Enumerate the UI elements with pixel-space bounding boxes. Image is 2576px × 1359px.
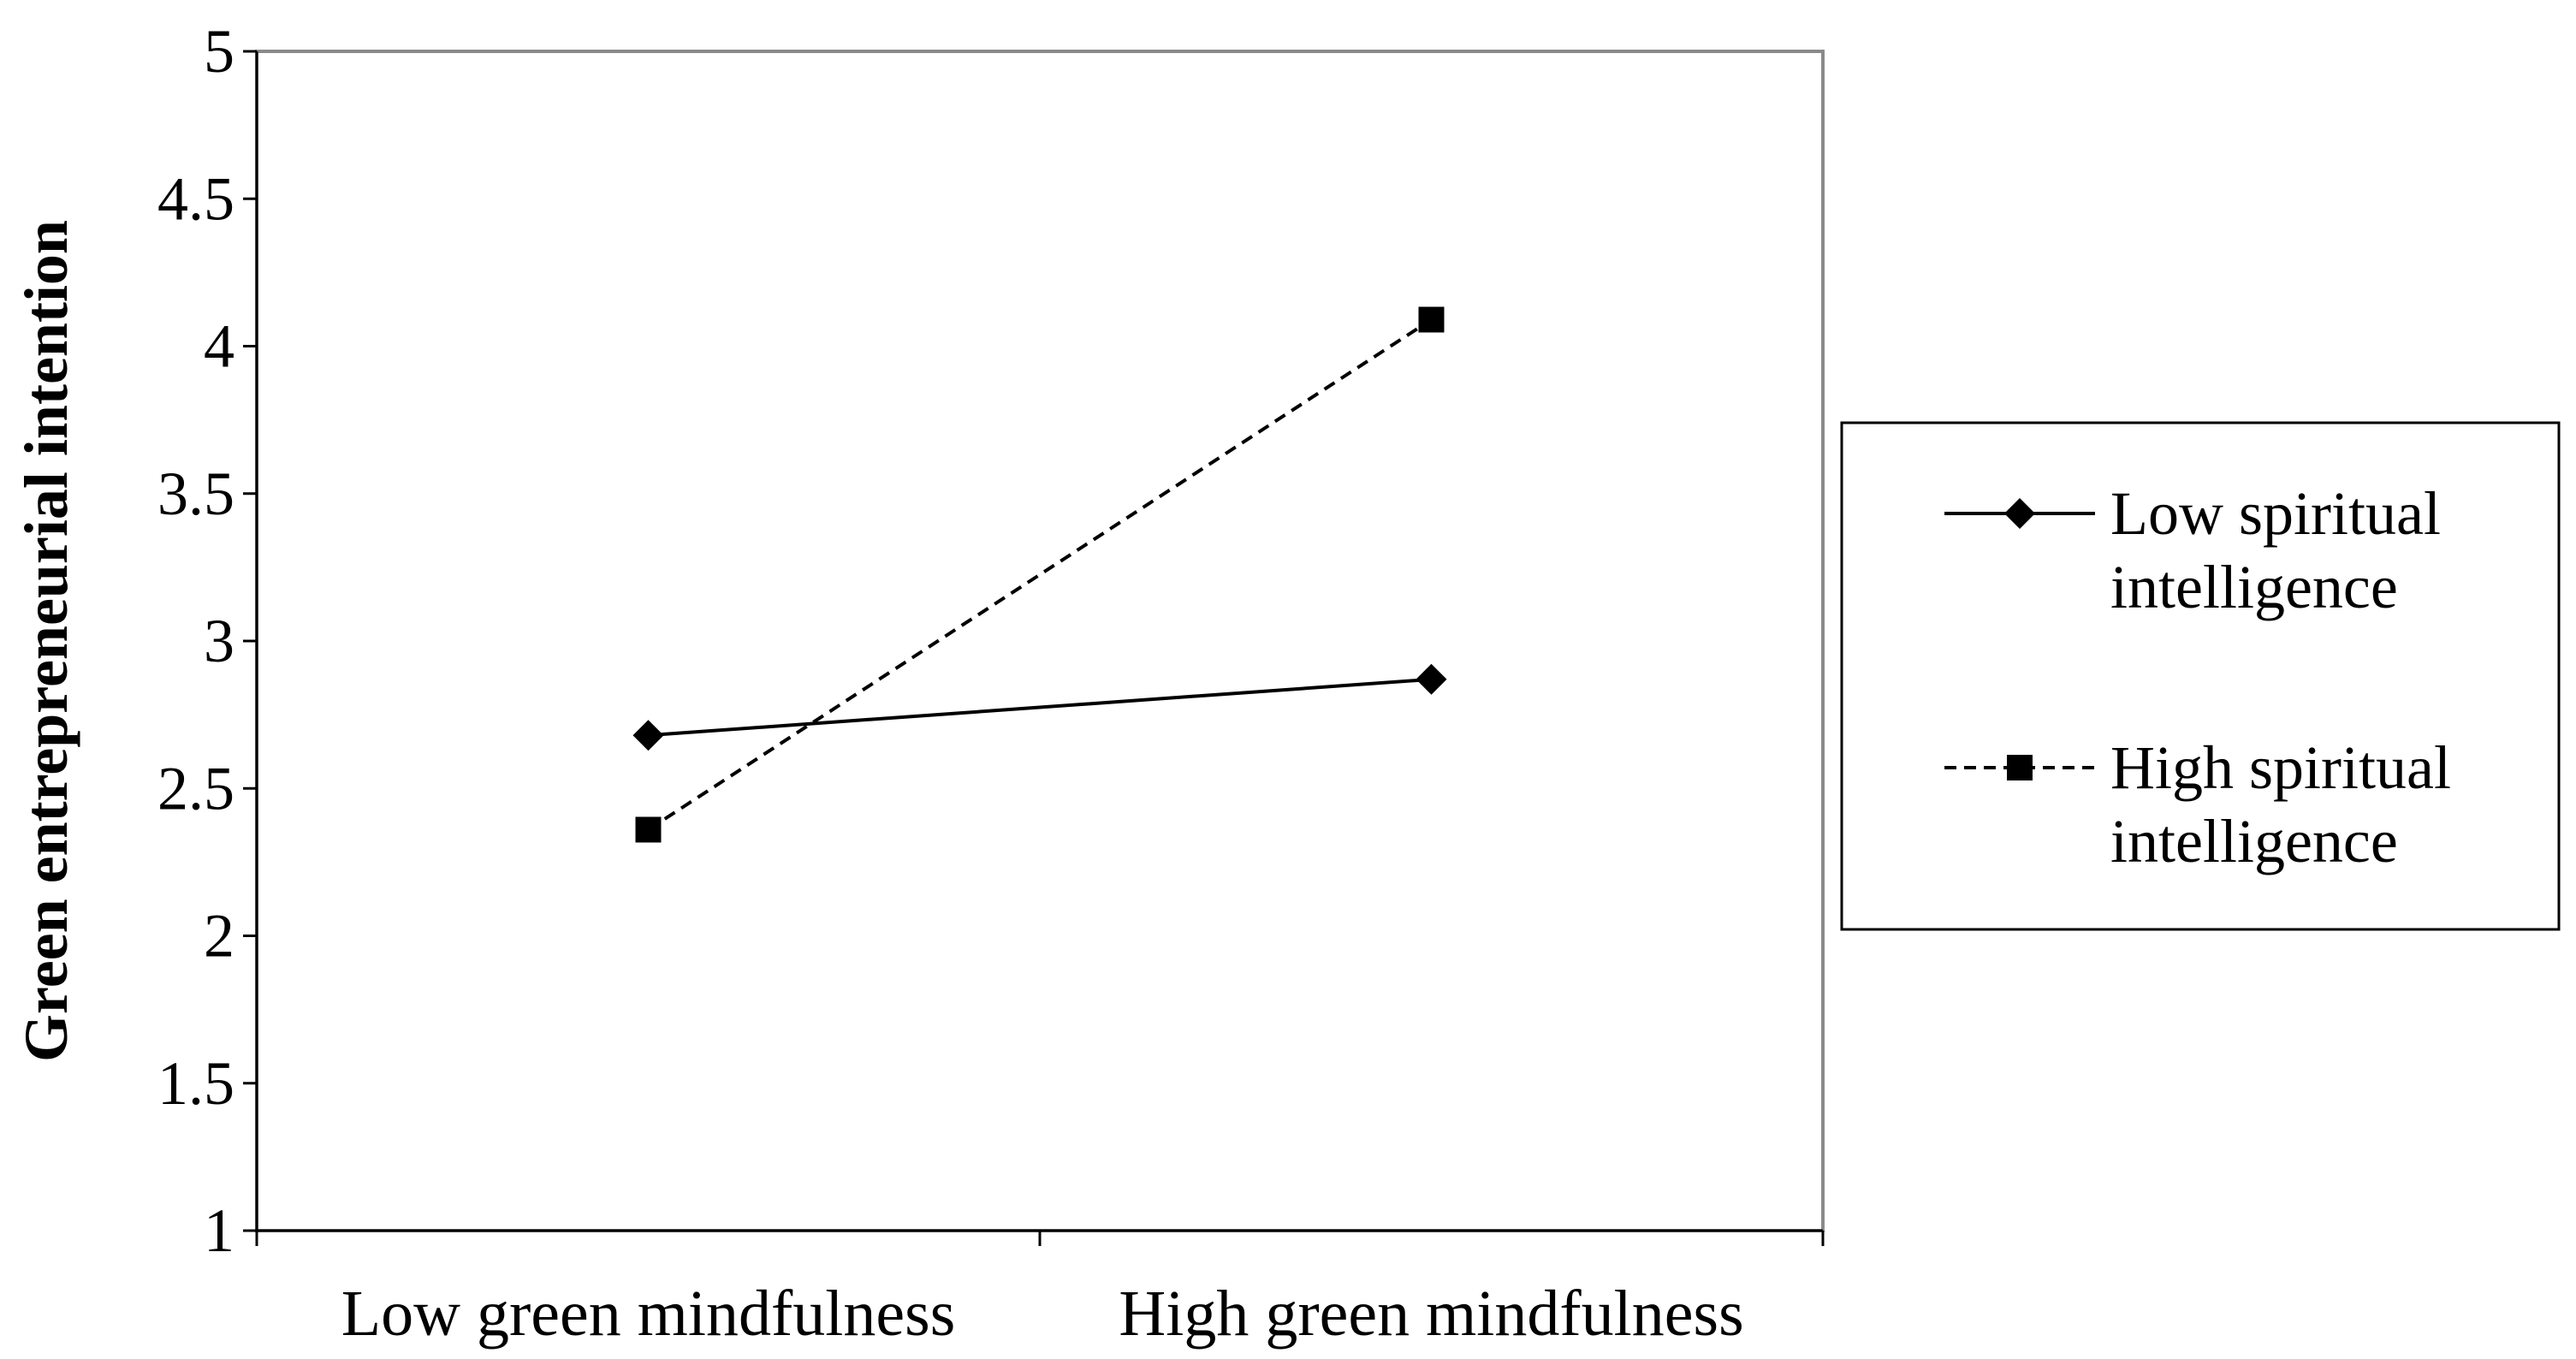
x-axis-ticks: Low green mindfulness High green mindfuln… — [255, 1231, 1825, 1350]
square-marker — [1418, 306, 1445, 333]
y-tick-label: 1.5 — [157, 1049, 234, 1118]
y-tick-label: 2.5 — [157, 754, 234, 822]
square-marker — [635, 816, 662, 843]
y-axis-ticks: 1 1.5 2 2.5 3 3.5 4 4.5 5 — [157, 17, 257, 1265]
y-tick-label: 5 — [204, 17, 234, 86]
plot-area — [255, 50, 1825, 1232]
legend-square-marker — [2007, 755, 2033, 780]
y-tick-label: 2 — [204, 902, 234, 970]
legend-label: intelligence — [2110, 807, 2398, 875]
legend-label: intelligence — [2110, 553, 2398, 621]
series-layer — [632, 306, 1447, 843]
y-tick-label: 3 — [204, 607, 234, 675]
y-tick-label: 4.5 — [157, 164, 234, 233]
series-line — [648, 677, 1432, 738]
y-tick-label: 3.5 — [157, 460, 234, 528]
legend-diamond-marker — [2004, 498, 2035, 529]
diamond-marker — [1416, 663, 1447, 695]
legend-label: Low spiritual — [2110, 479, 2441, 548]
legend-box — [1840, 421, 2561, 931]
x-category-label: Low green mindfulness — [341, 1278, 956, 1350]
series-line — [647, 317, 1433, 832]
y-axis-label: Green entrepreneurial intention — [12, 220, 80, 1062]
x-category-label: High green mindfulness — [1119, 1278, 1743, 1350]
y-tick-label: 4 — [204, 312, 234, 381]
diamond-marker — [632, 720, 664, 751]
legend-label: High spiritual — [2110, 733, 2451, 802]
y-tick-label: 1 — [204, 1196, 234, 1265]
